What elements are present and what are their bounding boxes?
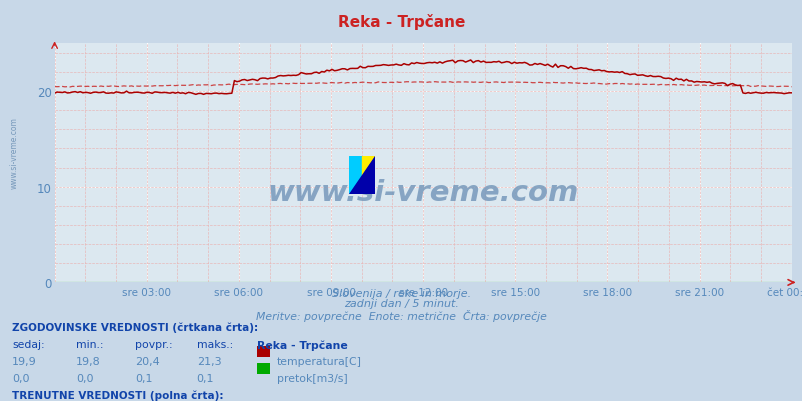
Text: ZGODOVINSKE VREDNOSTI (črtkana črta):: ZGODOVINSKE VREDNOSTI (črtkana črta): [12, 322, 258, 332]
Text: 19,9: 19,9 [12, 356, 37, 366]
Text: 21,3: 21,3 [196, 356, 221, 366]
Text: 0,1: 0,1 [196, 373, 214, 383]
Text: 19,8: 19,8 [76, 356, 101, 366]
Text: www.si-vreme.com: www.si-vreme.com [267, 178, 578, 206]
Text: Slovenija / reke in morje.: Slovenija / reke in morje. [331, 288, 471, 298]
Text: Meritve: povprečne  Enote: metrične  Črta: povprečje: Meritve: povprečne Enote: metrične Črta:… [256, 310, 546, 322]
Text: www.si-vreme.com: www.si-vreme.com [10, 117, 19, 188]
Text: TRENUTNE VREDNOSTI (polna črta):: TRENUTNE VREDNOSTI (polna črta): [12, 389, 223, 400]
Text: Reka - Trpčane: Reka - Trpčane [257, 339, 347, 350]
Text: maks.:: maks.: [196, 339, 233, 349]
Text: 20,4: 20,4 [135, 356, 160, 366]
Bar [349, 156, 362, 194]
Text: min.:: min.: [76, 339, 103, 349]
Text: povpr.:: povpr.: [135, 339, 172, 349]
Text: 0,0: 0,0 [12, 373, 30, 383]
Text: temperatura[C]: temperatura[C] [277, 356, 362, 366]
Text: zadnji dan / 5 minut.: zadnji dan / 5 minut. [343, 299, 459, 309]
Text: 0,1: 0,1 [135, 373, 152, 383]
Bar [362, 156, 375, 194]
Text: sedaj:: sedaj: [12, 339, 45, 349]
Polygon shape [349, 156, 375, 194]
Text: 0,0: 0,0 [76, 373, 94, 383]
Text: Reka - Trpčane: Reka - Trpčane [338, 14, 464, 30]
Text: pretok[m3/s]: pretok[m3/s] [277, 373, 347, 383]
